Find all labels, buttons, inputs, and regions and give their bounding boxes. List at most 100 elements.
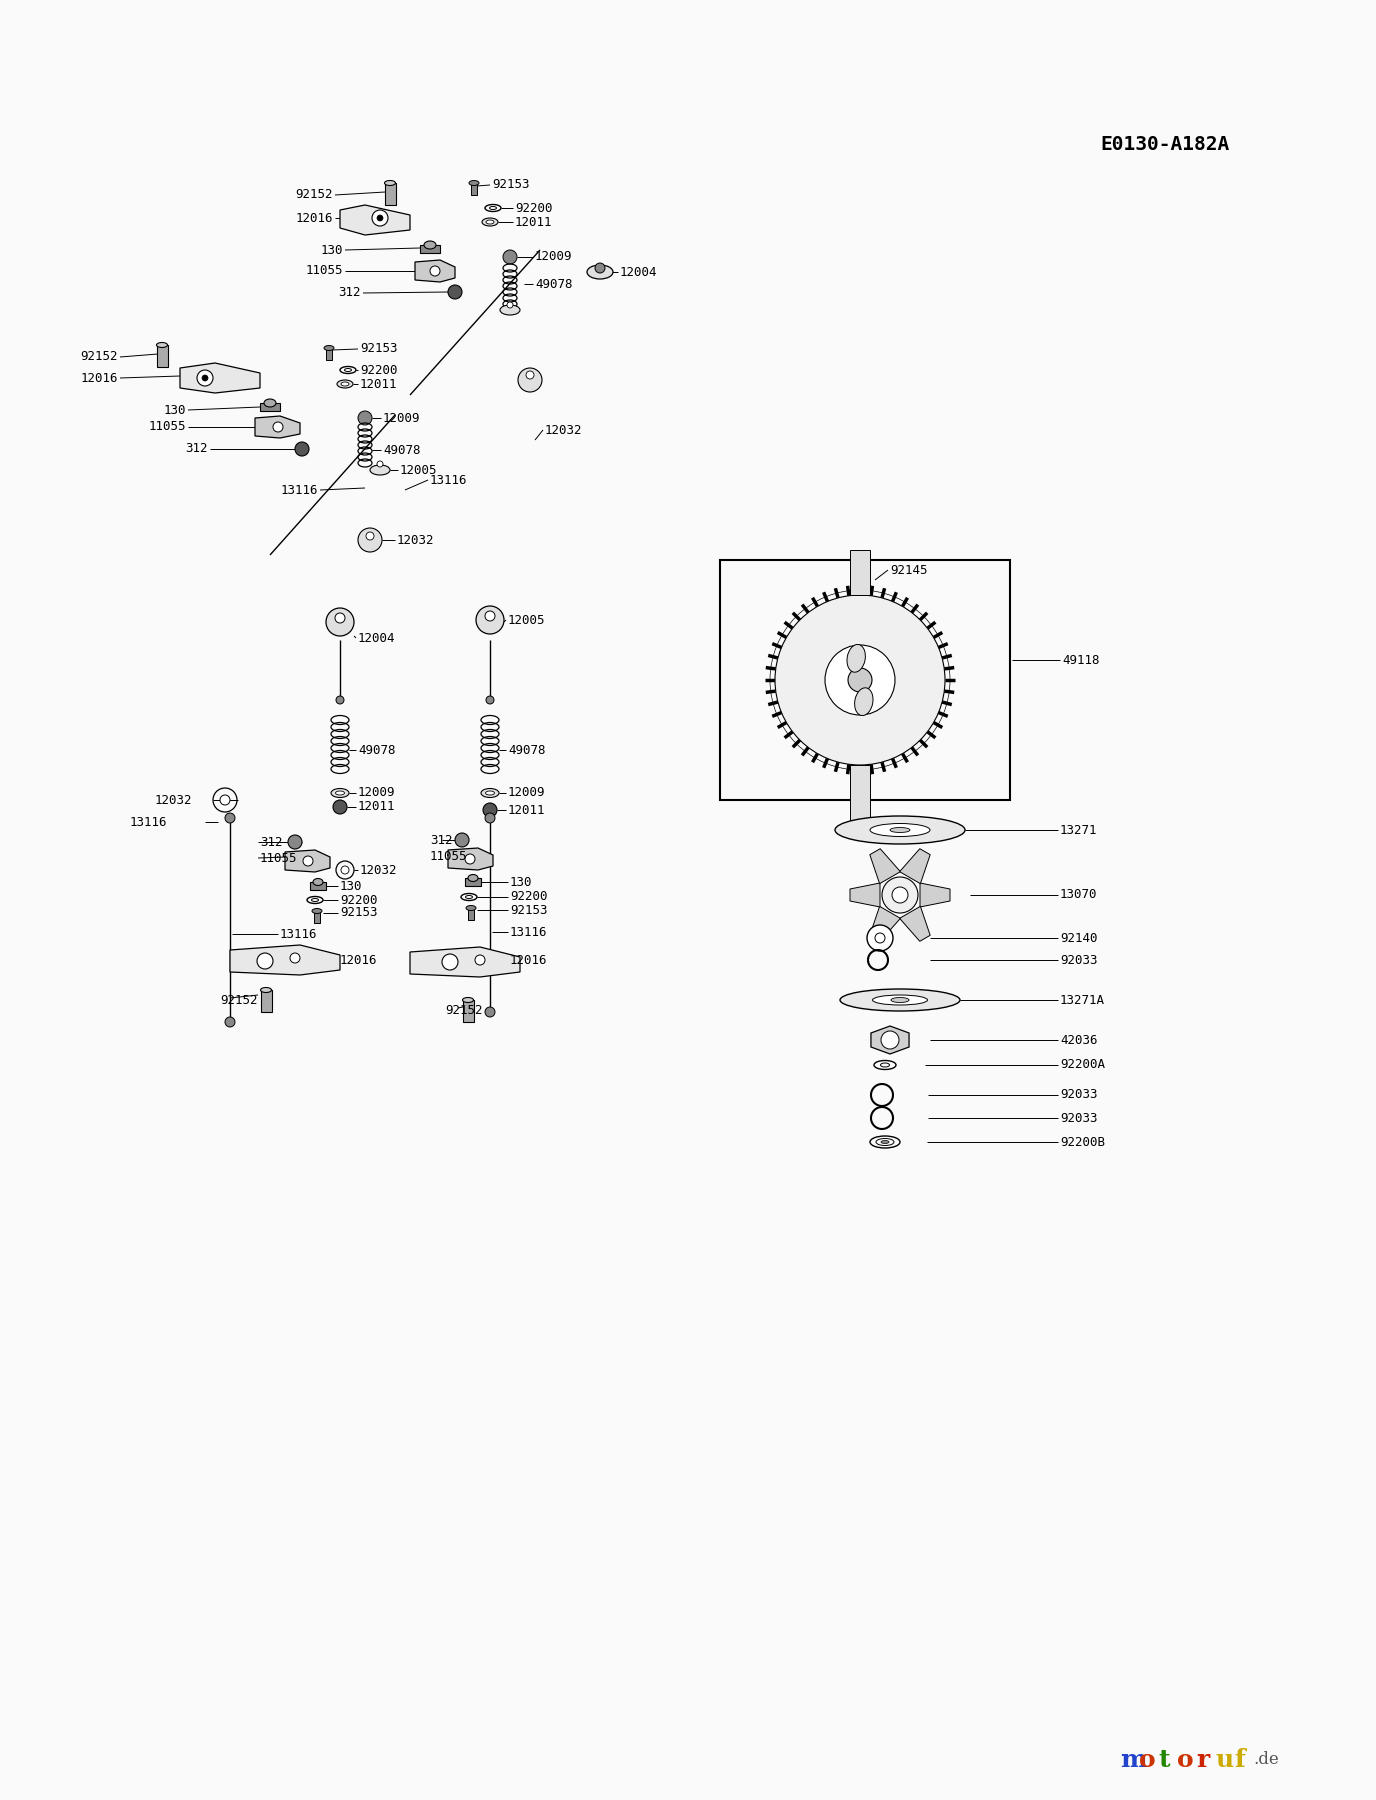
Text: 42036: 42036 xyxy=(1060,1033,1098,1046)
Text: 49078: 49078 xyxy=(383,443,421,457)
Circle shape xyxy=(341,866,350,875)
Ellipse shape xyxy=(890,828,910,832)
Ellipse shape xyxy=(848,644,866,671)
Ellipse shape xyxy=(482,788,499,797)
Text: r: r xyxy=(1196,1748,1210,1771)
Bar xyxy=(420,245,440,254)
Text: 49118: 49118 xyxy=(1062,653,1099,666)
Text: 92200: 92200 xyxy=(510,891,548,904)
Text: 13116: 13116 xyxy=(129,815,168,828)
Text: 312: 312 xyxy=(260,835,282,848)
Ellipse shape xyxy=(312,909,322,914)
Text: 13070: 13070 xyxy=(1060,889,1098,902)
Bar xyxy=(462,1001,473,1022)
Ellipse shape xyxy=(499,304,520,315)
Bar xyxy=(720,560,1010,799)
Text: 13271A: 13271A xyxy=(1060,994,1105,1006)
Polygon shape xyxy=(871,1026,910,1055)
Text: 130: 130 xyxy=(164,403,186,416)
Text: 12004: 12004 xyxy=(358,632,395,644)
Text: 92140: 92140 xyxy=(1060,932,1098,945)
Text: 92033: 92033 xyxy=(1060,1111,1098,1125)
Circle shape xyxy=(483,803,497,817)
Text: 92200A: 92200A xyxy=(1060,1058,1105,1071)
Text: 13116: 13116 xyxy=(510,925,548,938)
Polygon shape xyxy=(410,947,520,977)
Ellipse shape xyxy=(872,995,927,1004)
Circle shape xyxy=(358,410,372,425)
Text: o: o xyxy=(1139,1748,1156,1771)
Circle shape xyxy=(526,371,534,380)
Text: 12011: 12011 xyxy=(515,216,553,229)
Circle shape xyxy=(377,214,383,221)
Polygon shape xyxy=(180,364,260,392)
Ellipse shape xyxy=(482,218,498,227)
Text: 92200B: 92200B xyxy=(1060,1136,1105,1148)
Circle shape xyxy=(358,527,383,553)
Circle shape xyxy=(875,932,885,943)
Ellipse shape xyxy=(260,988,271,992)
Ellipse shape xyxy=(157,342,168,347)
Text: 12005: 12005 xyxy=(400,463,438,477)
Circle shape xyxy=(336,697,344,704)
Circle shape xyxy=(197,371,213,385)
Text: 11055: 11055 xyxy=(429,851,468,864)
Text: 12009: 12009 xyxy=(383,412,421,425)
Ellipse shape xyxy=(337,380,354,389)
Circle shape xyxy=(475,956,484,965)
Text: 12004: 12004 xyxy=(621,265,658,279)
Ellipse shape xyxy=(839,988,960,1012)
Text: 92153: 92153 xyxy=(493,178,530,191)
Bar xyxy=(465,878,482,886)
Circle shape xyxy=(484,610,495,621)
Circle shape xyxy=(892,887,908,904)
Text: 312: 312 xyxy=(338,286,361,299)
Polygon shape xyxy=(900,848,930,884)
Ellipse shape xyxy=(892,997,910,1003)
Circle shape xyxy=(476,607,504,634)
Text: f: f xyxy=(1234,1748,1245,1771)
Circle shape xyxy=(517,367,542,392)
Circle shape xyxy=(288,835,301,850)
Text: 92152: 92152 xyxy=(296,189,333,202)
Circle shape xyxy=(294,443,310,455)
Circle shape xyxy=(303,857,312,866)
Text: 92153: 92153 xyxy=(510,904,548,916)
Text: 12011: 12011 xyxy=(508,803,545,817)
Bar xyxy=(326,346,332,360)
Circle shape xyxy=(290,952,300,963)
Text: 92145: 92145 xyxy=(890,563,927,576)
Text: 92152: 92152 xyxy=(81,351,118,364)
Text: 11055: 11055 xyxy=(260,851,297,864)
Circle shape xyxy=(366,533,374,540)
Circle shape xyxy=(326,608,354,635)
Circle shape xyxy=(372,211,388,227)
Text: 13116: 13116 xyxy=(279,927,318,940)
Text: 13116: 13116 xyxy=(281,484,318,497)
Circle shape xyxy=(449,284,462,299)
Text: 12032: 12032 xyxy=(361,864,398,877)
Text: 13271: 13271 xyxy=(1060,824,1098,837)
Text: 92033: 92033 xyxy=(1060,1089,1098,1102)
Ellipse shape xyxy=(336,790,344,796)
Text: 11055: 11055 xyxy=(305,265,343,277)
Ellipse shape xyxy=(881,1141,889,1143)
Circle shape xyxy=(334,614,345,623)
Bar xyxy=(468,905,473,920)
Ellipse shape xyxy=(468,875,477,882)
Polygon shape xyxy=(230,945,340,976)
Circle shape xyxy=(226,814,235,823)
Polygon shape xyxy=(870,907,900,941)
Ellipse shape xyxy=(466,905,476,911)
Polygon shape xyxy=(416,259,455,283)
Text: 13116: 13116 xyxy=(429,473,468,486)
Circle shape xyxy=(429,266,440,275)
Circle shape xyxy=(775,596,945,765)
Text: 12016: 12016 xyxy=(340,954,377,967)
Ellipse shape xyxy=(870,824,930,837)
Text: 92153: 92153 xyxy=(361,342,398,356)
Circle shape xyxy=(226,1017,235,1028)
Circle shape xyxy=(882,877,918,913)
Text: 49078: 49078 xyxy=(358,743,395,756)
Circle shape xyxy=(455,833,469,848)
